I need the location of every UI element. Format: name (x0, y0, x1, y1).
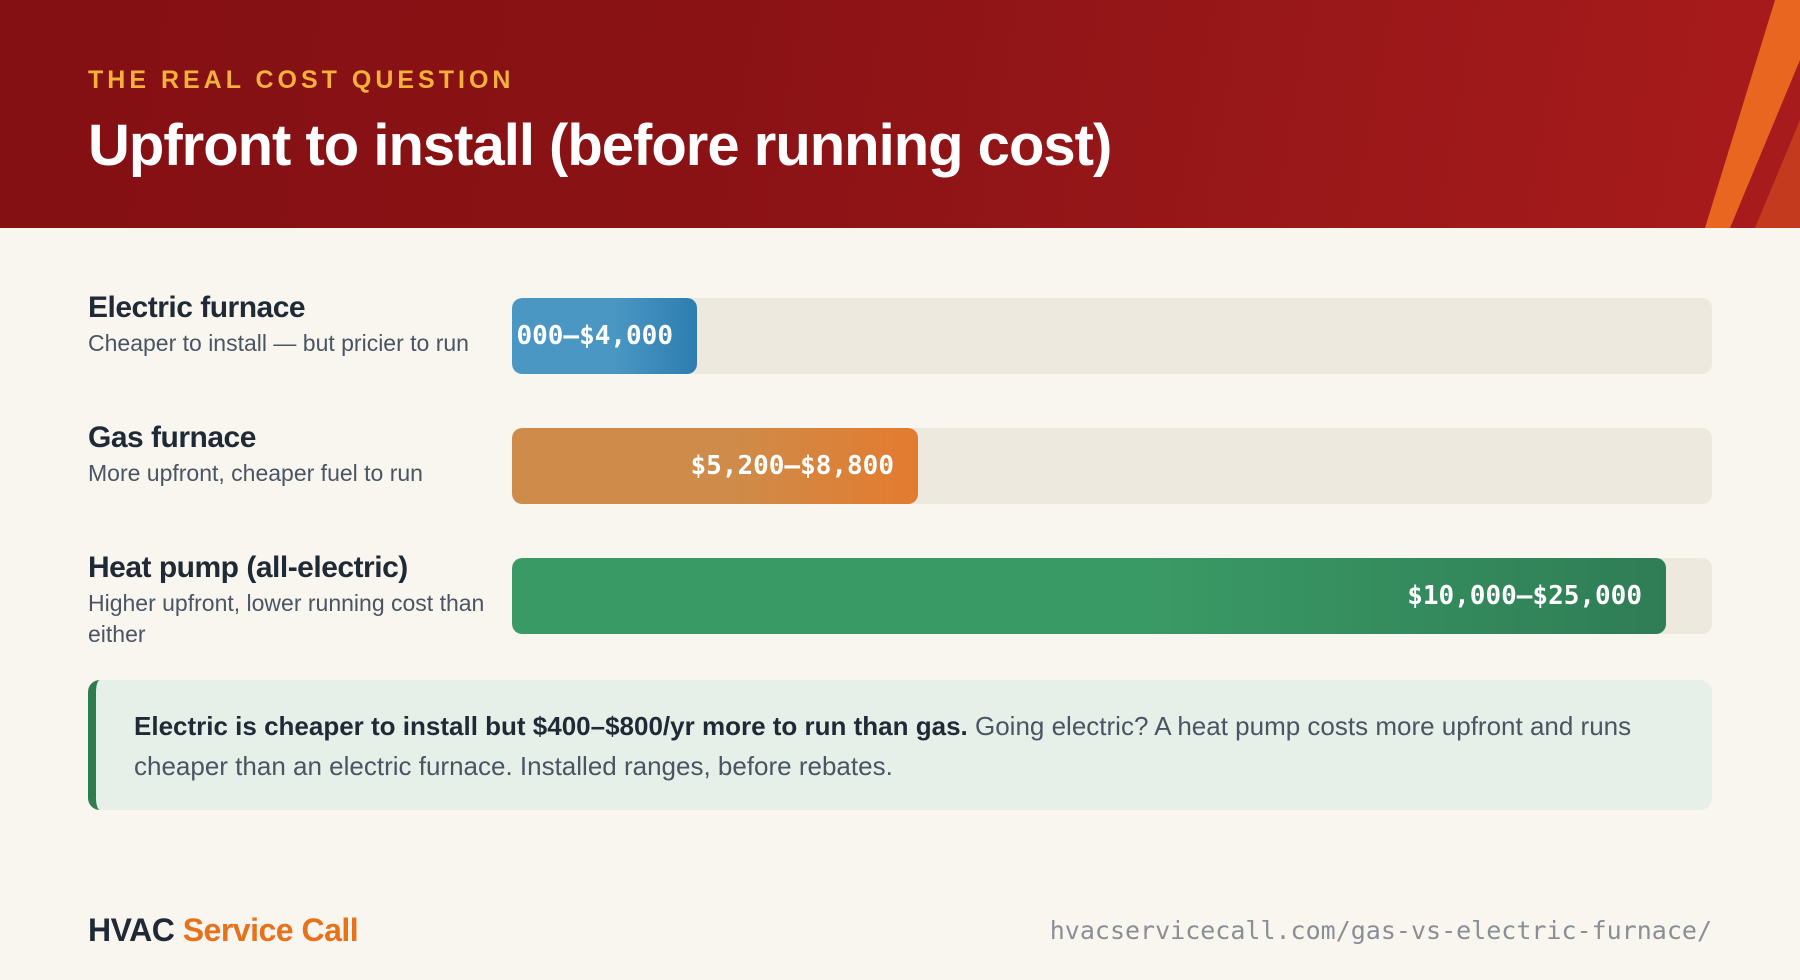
chart-title: Upfront to install (before running cost) (88, 113, 1112, 178)
category-description: Higher upfront, lower running cost than … (88, 590, 485, 647)
callout-note: Electric is cheaper to install but $400–… (88, 680, 1712, 810)
category-description: More upfront, cheaper fuel to run (88, 460, 423, 486)
row-label: Heat pump (all-electric) Higher upfront, … (88, 550, 488, 650)
bar-value-label: $5,200–$8,800 (690, 451, 895, 481)
row-label: Electric furnace Cheaper to install — but… (88, 290, 488, 359)
category-label: Electric furnace (88, 291, 306, 324)
category-description: Cheaper to install — but pricier to run (88, 330, 469, 356)
stripe-decoration-icon (1705, 0, 1800, 228)
brand-name-primary: HVAC (88, 912, 175, 948)
brand-name-accent: Service Call (182, 912, 359, 948)
callout-strong-text: Electric is cheaper to install but $400–… (134, 711, 968, 741)
brand-logo: HVAC Service Call (88, 912, 359, 949)
source-url: hvacservicecall.com/gas-vs-electric-furn… (1049, 916, 1712, 945)
category-label: Gas furnace (88, 421, 256, 454)
bar-track: $5,200–$8,800 (512, 428, 1712, 504)
bar-track: $10,000–$25,000 (512, 558, 1712, 634)
header-banner: THE REAL COST QUESTION Upfront to instal… (0, 0, 1800, 228)
row-label: Gas furnace More upfront, cheaper fuel to… (88, 420, 488, 489)
bar: $5,200–$8,800 (512, 428, 918, 504)
bar-value-label: $10,000–$25,000 (1407, 581, 1642, 611)
callout-text: Going electric? A heat pump costs more u… (134, 711, 1632, 781)
bar: $2,000–$4,000 (512, 298, 697, 374)
bar-value-label: $2,000–$4,000 (512, 321, 673, 351)
category-label: Heat pump (all-electric) (88, 551, 408, 584)
bar: $10,000–$25,000 (512, 558, 1666, 634)
eyebrow-label: THE REAL COST QUESTION (88, 66, 515, 94)
bar-track: $2,000–$4,000 (512, 298, 1712, 374)
